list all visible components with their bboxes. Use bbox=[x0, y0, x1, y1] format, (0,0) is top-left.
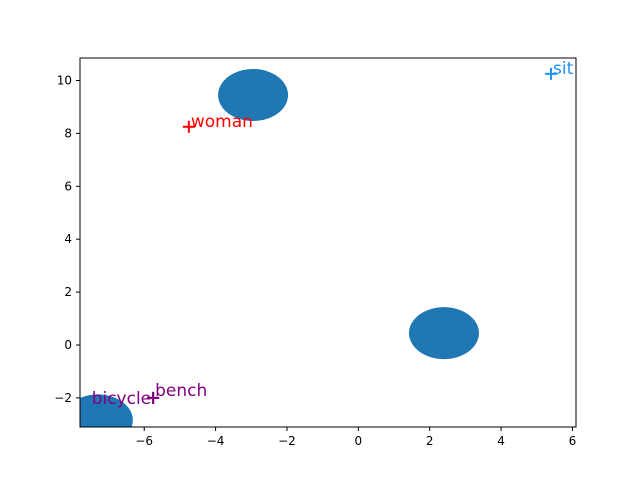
y-axis: −2 0 2 4 6 8 10 bbox=[54, 73, 80, 405]
point-label-woman: woman bbox=[191, 112, 253, 132]
x-tick-label: −6 bbox=[135, 434, 153, 448]
y-tick-label: 10 bbox=[57, 73, 72, 87]
point-label-sit: sit bbox=[553, 59, 574, 79]
blob-point-2 bbox=[80, 394, 133, 427]
marker-sit bbox=[545, 67, 558, 80]
marker-woman bbox=[182, 120, 195, 133]
marker-layer bbox=[147, 67, 558, 404]
blob-point-0 bbox=[218, 69, 289, 122]
point-label-bicycle: bicycle bbox=[92, 389, 151, 409]
marker-bicycle bbox=[147, 391, 160, 404]
y-tick-label: 8 bbox=[64, 126, 72, 140]
y-tick-label: −2 bbox=[54, 391, 72, 405]
x-tick-label: 6 bbox=[569, 434, 577, 448]
x-tick-label: −2 bbox=[278, 434, 296, 448]
y-tick-label: 0 bbox=[64, 338, 72, 352]
point-label-bench: bench bbox=[155, 381, 207, 401]
x-axis: −6 −4 −2 0 2 4 6 bbox=[135, 427, 576, 448]
y-tick-label: 2 bbox=[64, 285, 72, 299]
y-tick-label: 4 bbox=[64, 232, 72, 246]
x-tick-label: 0 bbox=[355, 434, 363, 448]
x-tick-label: 4 bbox=[497, 434, 505, 448]
blob-layer bbox=[80, 69, 479, 427]
plot-frame bbox=[79, 57, 577, 428]
blob-point-1 bbox=[408, 307, 479, 360]
x-tick-label: −4 bbox=[207, 434, 225, 448]
y-tick-label: 6 bbox=[64, 179, 72, 193]
x-tick-label: 2 bbox=[426, 434, 434, 448]
